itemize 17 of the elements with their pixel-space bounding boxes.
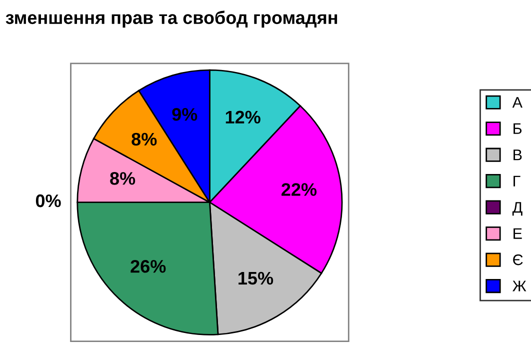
data-label: 8% — [110, 172, 136, 185]
data-label: 8% — [132, 132, 157, 146]
legend-label: Е — [514, 228, 522, 239]
legend-label: А — [512, 97, 522, 108]
data-label: 22% — [282, 183, 317, 196]
chart-title: зменшення прав та свобод громадян — [6, 10, 338, 28]
data-label: 12% — [226, 110, 260, 124]
data-label: 15% — [238, 272, 274, 285]
legend-label: Б — [514, 123, 522, 134]
text: 0% — [36, 194, 61, 208]
legend-label: В — [514, 150, 522, 160]
data-label: 26% — [130, 260, 166, 273]
legend-label: Є — [513, 254, 523, 266]
data-label: 9% — [172, 108, 198, 121]
legend-label: Г — [514, 176, 520, 186]
legend-label: Ж — [512, 280, 526, 292]
legend-label: Д — [512, 202, 522, 216]
